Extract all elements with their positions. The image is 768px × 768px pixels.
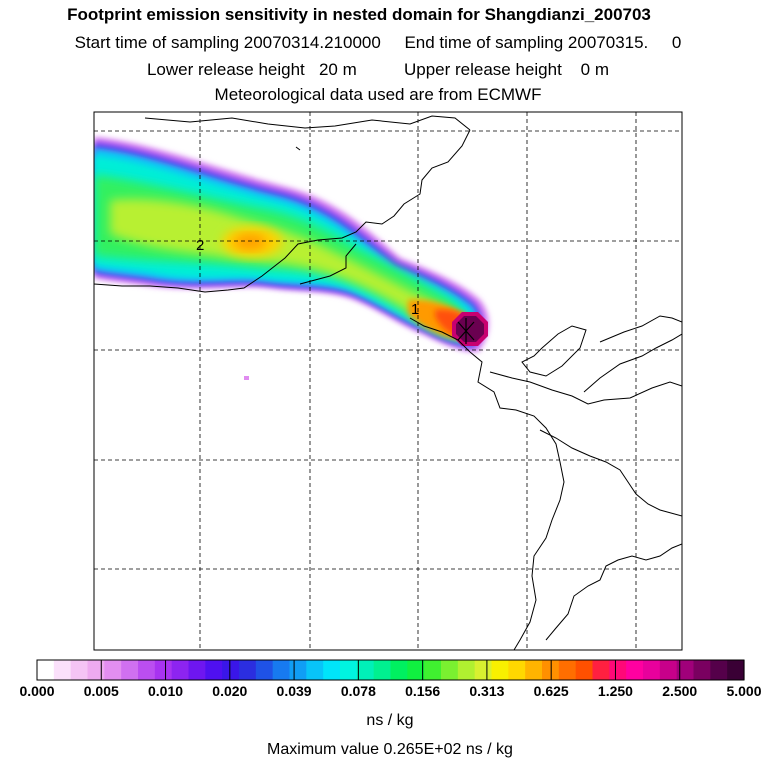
colorbar-segment [239, 660, 257, 680]
colorbar-tick-label: 0.005 [83, 683, 119, 699]
colorbar-segment [710, 660, 728, 680]
colorbar-ticks [36, 660, 745, 680]
colorbar-segment [592, 660, 610, 680]
sampling-time-line: Start time of sampling 20070314.210000 E… [74, 33, 682, 52]
coastlines [94, 115, 682, 650]
trajectory-label-2: 2 [196, 237, 204, 254]
colorbar-tick-label: 0.010 [148, 683, 184, 699]
colorbar-segment [424, 660, 442, 680]
colorbar-tick-label: 0.625 [533, 683, 569, 699]
colorbar-segment [609, 660, 627, 680]
plot-title: Footprint emission sensitivity in nested… [67, 5, 651, 24]
colorbar-segment [289, 660, 307, 680]
colorbar-segment [255, 660, 274, 680]
colorbar-segment [407, 660, 425, 680]
colorbar-segment [323, 660, 341, 680]
colorbar-segment [104, 660, 122, 680]
trajectory-label-1: 1 [411, 301, 419, 318]
colorbar-tick-label: 0.000 [19, 683, 55, 699]
met-data-line: Meteorological data used are from ECMWF [214, 85, 542, 104]
colorbar-segment [171, 660, 190, 680]
colorbar-segment [272, 660, 291, 680]
colorbar-segment [53, 660, 72, 680]
colorbar-tick-label: 0.020 [212, 683, 248, 699]
colorbar-segment [659, 660, 678, 680]
colorbar-segment [508, 660, 526, 680]
colorbar-segment [356, 660, 375, 680]
colorbar-segment [525, 660, 543, 680]
colorbar-segment [457, 660, 476, 680]
colorbar-tick-label: 0.156 [405, 683, 441, 699]
colorbar-segment [37, 660, 55, 680]
colorbar-segment [575, 660, 594, 680]
colorbar-segment [474, 660, 493, 680]
colorbar-segment [188, 660, 206, 680]
colorbar-segment [727, 660, 745, 680]
colorbar-segment [340, 660, 358, 680]
colorbar-segment [70, 660, 89, 680]
colorbar-segment [558, 660, 577, 680]
colorbar-segment [643, 660, 661, 680]
colorbar-segment [306, 660, 324, 680]
colorbar-tick-label: 1.250 [597, 683, 633, 699]
colorbar [37, 660, 745, 680]
colorbar-segment [626, 660, 644, 680]
release-height-line: Lower release height 20 m Upper release … [146, 60, 610, 79]
colorbar-tick-label: 0.313 [469, 683, 505, 699]
colorbar-segment [205, 660, 223, 680]
colorbar-segment [390, 660, 408, 680]
lat-lon-grid [94, 112, 682, 650]
colorbar-segment [138, 660, 156, 680]
maximum-value: Maximum value 0.265E+02 ns / kg [267, 741, 513, 758]
colorbar-tick-label: 0.039 [276, 683, 312, 699]
colorbar-tick-label: 5.000 [726, 683, 762, 699]
plume [94, 137, 489, 380]
colorbar-segment [441, 660, 459, 680]
colorbar-segment [491, 660, 509, 680]
station-marker [457, 318, 475, 344]
colorbar-segment [676, 660, 695, 680]
colorbar-segment [693, 660, 711, 680]
colorbar-units: ns / kg [366, 712, 414, 729]
map-frame [93, 111, 683, 651]
colorbar-segment [154, 660, 173, 680]
colorbar-segment [121, 660, 139, 680]
colorbar-tick-label: 0.078 [340, 683, 376, 699]
colorbar-tick-label: 2.500 [662, 683, 698, 699]
colorbar-segment [373, 660, 392, 680]
colorbar-segment [87, 660, 105, 680]
colorbar-segment [222, 660, 240, 680]
